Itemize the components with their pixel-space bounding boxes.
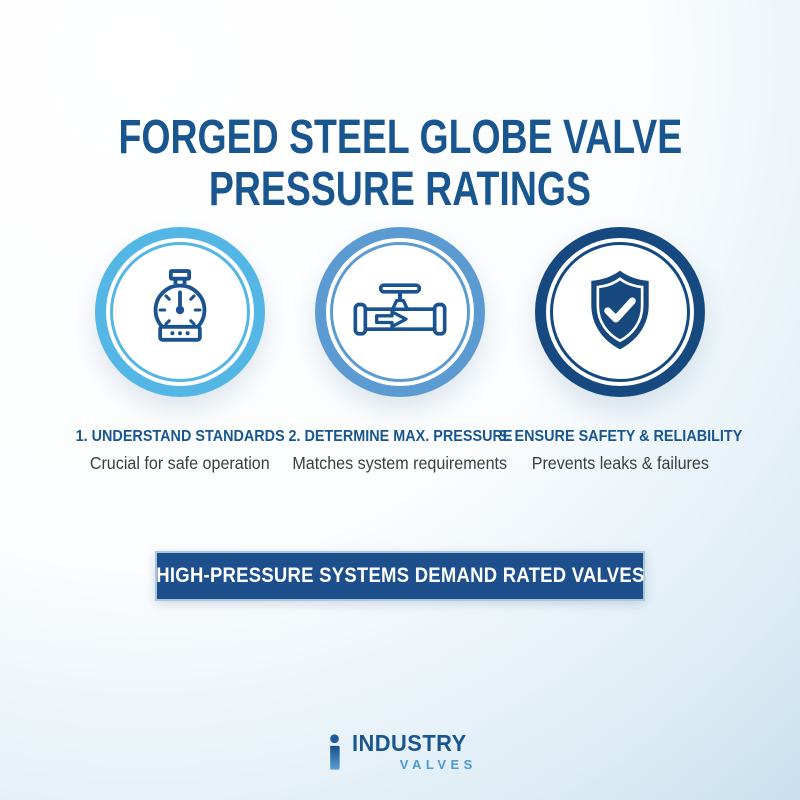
- page-title-line1: FORGED STEEL GLOBE VALVE: [118, 111, 682, 165]
- step-circle-badge: [315, 227, 485, 397]
- step-subtext: Crucial for safe operation: [90, 453, 270, 473]
- banner-text: HIGH-PRESSURE SYSTEMS DEMAND RATED VALVE…: [155, 564, 645, 587]
- step-subtext: Matches system requirements: [292, 453, 508, 473]
- step-heading: 1. UNDERSTAND STANDARDS: [75, 428, 285, 445]
- step-heading: 2. DETERMINE MAX. PRESSURE: [287, 428, 513, 445]
- shield-check-icon: [579, 267, 661, 358]
- step-understand-standards: 1. UNDERSTAND STANDARDS Crucial for safe…: [70, 227, 290, 474]
- pressure-gauge-icon: [138, 267, 222, 358]
- step-caption: 1. UNDERSTAND STANDARDS Crucial for safe…: [64, 428, 296, 474]
- highlight-banner: HIGH-PRESSURE SYSTEMS DEMAND RATED VALVE…: [155, 551, 645, 601]
- page-title-line2: PRESSURE RATINGS: [208, 163, 592, 217]
- page-title: FORGED STEEL GLOBE VALVE PRESSURE RATING…: [0, 112, 800, 216]
- step-circle-badge: [535, 227, 705, 397]
- step-circle-badge: [95, 227, 265, 397]
- step-caption: 3. ENSURE SAFETY & RELIABILITY Prevents …: [485, 428, 756, 474]
- valve-flow-arrow-icon: [350, 281, 450, 343]
- logo-secondary-text: VALVES: [399, 757, 477, 772]
- step-determine-max-pressure: 2. DETERMINE MAX. PRESSURE Matches syste…: [288, 227, 512, 474]
- steps-row: 1. UNDERSTAND STANDARDS Crucial for safe…: [0, 227, 800, 474]
- logo-i-mark-icon: [327, 731, 346, 780]
- step-caption: 2. DETERMINE MAX. PRESSURE Matches syste…: [276, 428, 525, 474]
- step-subtext: Prevents leaks & failures: [531, 453, 709, 473]
- step-ensure-safety-reliability: 3. ENSURE SAFETY & RELIABILITY Prevents …: [498, 227, 742, 474]
- brand-logo: INDUSTRY VALVES: [0, 731, 800, 780]
- logo-primary-text: INDUSTRY: [352, 730, 467, 756]
- step-heading: 3. ENSURE SAFETY & RELIABILITY: [498, 428, 742, 445]
